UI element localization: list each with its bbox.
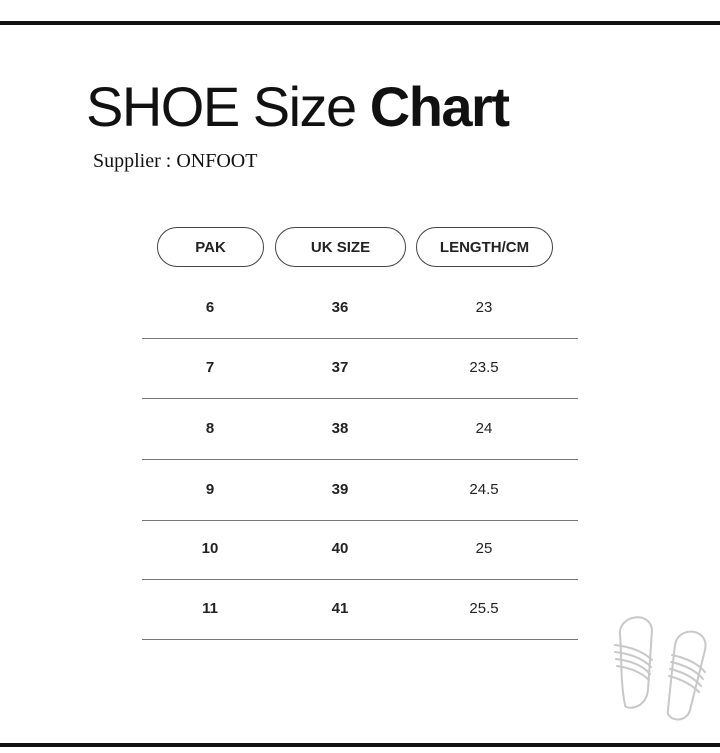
uk-size-cell: 40 [331,540,349,557]
table-row: 11 41 25.5 [142,579,578,640]
table-row: 6 36 23 [142,278,578,339]
uk-size-cell: 36 [331,299,349,316]
title-bold: Chart [369,75,510,138]
bottom-rule [0,743,720,747]
page-title: SHOE Size Chart [86,72,510,142]
header-length-cm: LENGTH/CM [416,227,553,267]
pak-cell: 11 [202,600,218,617]
slippers-icon [614,616,707,721]
title-regular: SHOE Size [86,75,370,138]
top-rule [0,21,720,25]
supplier-label: Supplier : ONFOOT [93,150,258,172]
length-cell: 24 [475,420,493,437]
uk-size-cell: 37 [331,359,349,376]
pak-cell: 7 [205,359,215,376]
length-cell: 23.5 [469,359,499,376]
pak-cell: 10 [201,540,219,557]
length-cell: 25 [475,540,493,557]
table-row: 10 40 25 [142,519,578,580]
pak-cell: 8 [205,420,215,437]
table-row: 7 37 23.5 [142,338,578,399]
table-row: 8 38 24 [142,399,578,460]
uk-size-cell: 39 [331,481,349,498]
length-cell: 23 [475,299,493,316]
header-pak: PAK [157,227,264,267]
length-cell: 24.5 [469,481,499,498]
uk-size-cell: 41 [331,600,349,617]
table-row: 9 39 24.5 [142,460,578,521]
pak-cell: 6 [205,299,215,316]
header-uk-size: UK SIZE [275,227,406,267]
length-cell: 25.5 [469,600,499,617]
uk-size-cell: 38 [331,420,349,437]
pak-cell: 9 [205,481,215,498]
